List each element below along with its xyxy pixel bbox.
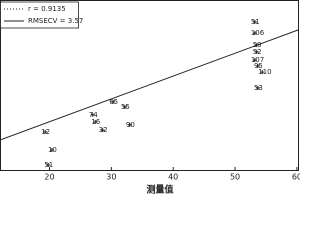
point [252, 31, 257, 36]
point [93, 119, 98, 124]
point [49, 148, 54, 153]
point [252, 19, 257, 24]
x-tick-label: 40 [168, 173, 178, 182]
point-label: 16 [91, 118, 100, 126]
point-label: 106 [251, 29, 265, 37]
fit-line [0, 29, 299, 141]
point-label: 110 [258, 68, 271, 76]
point-label: 55 [121, 103, 130, 111]
point [252, 58, 257, 63]
x-tick-label: 20 [44, 173, 54, 182]
point-label: 90 [126, 121, 135, 129]
point [46, 163, 51, 168]
point-label: 65 [109, 98, 118, 106]
x-tick-label: 50 [230, 173, 240, 182]
point-label: 51 [251, 18, 260, 26]
chart: r = 0.9135 RMSECV = 3.57 测量值 20 30 40 50 60 5… [0, 0, 300, 196]
legend-box [0, 1, 79, 29]
x-tick-label: 60 [292, 173, 300, 182]
point-label: 95 [254, 62, 263, 70]
point [111, 100, 116, 104]
point [255, 63, 260, 68]
point-label: 12 [41, 128, 50, 136]
legend-entry: RMSECV = 3.57 [28, 17, 83, 25]
point-label: 52 [253, 48, 262, 56]
x-tick-label: 30 [106, 173, 116, 182]
point-label: 32 [99, 126, 108, 134]
point [255, 85, 260, 90]
point-label: 74 [89, 111, 98, 119]
point [122, 104, 127, 109]
point [90, 112, 95, 117]
plot-frame [0, 0, 299, 171]
point-label: 51 [44, 161, 53, 169]
point [254, 49, 259, 54]
point [43, 129, 48, 134]
point-label: 59 [253, 41, 262, 49]
point [254, 43, 259, 48]
point-label: 53 [254, 84, 263, 92]
x-axis-label: 测量值 [146, 184, 173, 196]
point [100, 128, 105, 133]
legend-entry: r = 0.9135 [28, 5, 66, 13]
point-label: 107 [251, 56, 264, 64]
point [260, 70, 265, 75]
point-label: 10 [48, 146, 57, 154]
point [127, 122, 132, 127]
